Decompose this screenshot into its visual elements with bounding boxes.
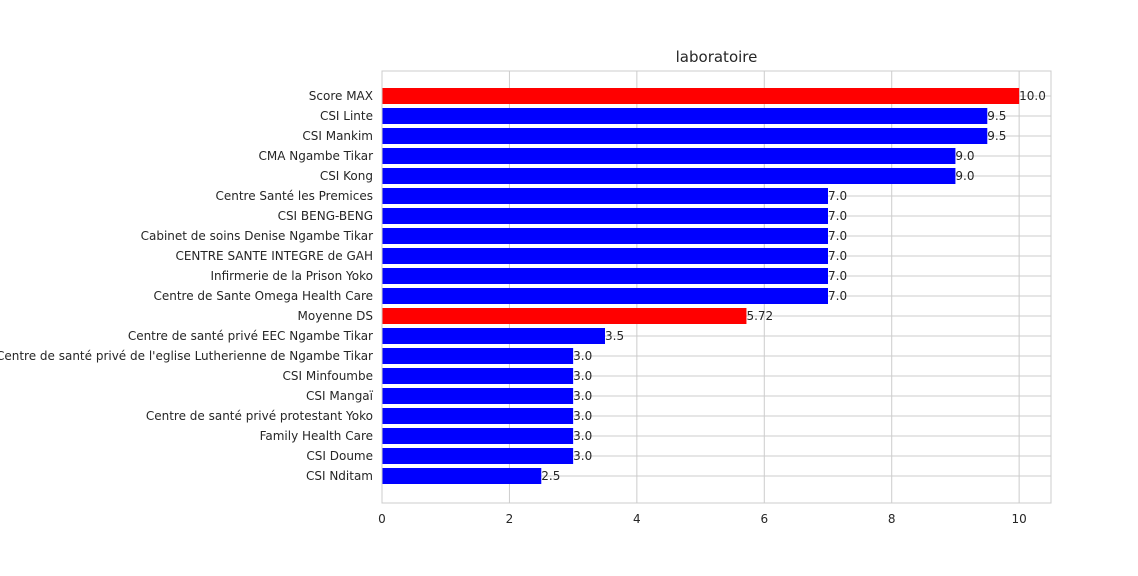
category-label: CSI Kong	[320, 169, 373, 183]
category-label: CENTRE SANTE INTEGRE de GAH	[175, 249, 373, 263]
bar	[382, 248, 828, 264]
bar	[382, 428, 574, 444]
category-label: CSI Mangaï	[306, 389, 374, 403]
bar	[382, 348, 574, 364]
category-label: Centre de santé privé EEC Ngambe Tikar	[128, 329, 373, 343]
value-label: 7.0	[828, 249, 847, 263]
bar	[382, 228, 828, 244]
bar	[382, 168, 956, 184]
value-label: 7.0	[828, 269, 847, 283]
value-label: 3.0	[573, 409, 592, 423]
category-label: Moyenne DS	[298, 309, 373, 323]
value-label: 3.0	[573, 389, 592, 403]
x-tick-label: 8	[888, 512, 896, 526]
bar	[382, 148, 956, 164]
bar	[382, 328, 605, 344]
bar	[382, 448, 574, 464]
category-label: Infirmerie de la Prison Yoko	[210, 269, 373, 283]
value-label: 9.0	[955, 149, 974, 163]
category-label: CSI Mankim	[302, 129, 373, 143]
category-label: Centre de santé privé protestant Yoko	[146, 409, 373, 423]
value-label: 10.0	[1019, 89, 1046, 103]
value-label: 3.5	[605, 329, 624, 343]
category-label: Family Health Care	[260, 429, 373, 443]
bar	[382, 388, 574, 404]
bars-group	[382, 88, 1020, 484]
category-label: Score MAX	[309, 89, 373, 103]
x-tick-labels: 0 2 4 6 8 10	[378, 512, 1027, 526]
category-label: Centre de santé privé de l'eglise Luther…	[0, 349, 373, 363]
bar	[382, 88, 1020, 104]
value-label: 7.0	[828, 289, 847, 303]
value-label: 9.0	[955, 169, 974, 183]
value-label: 5.72	[746, 309, 773, 323]
bar	[382, 128, 988, 144]
value-label: 7.0	[828, 229, 847, 243]
value-label: 3.0	[573, 429, 592, 443]
value-label: 9.5	[987, 129, 1006, 143]
category-label: CSI Linte	[320, 109, 373, 123]
category-label: Cabinet de soins Denise Ngambe Tikar	[141, 229, 373, 243]
bar	[382, 188, 828, 204]
bar	[382, 308, 747, 324]
x-tick-label: 4	[633, 512, 641, 526]
value-labels: 10.0 9.5 9.5 9.0 9.0 7.0 7.0 7.0 7.0 7.0 7.0 5.72 3.…	[541, 89, 1046, 483]
category-label: CSI BENG-BENG	[278, 209, 373, 223]
value-label: 2.5	[541, 469, 560, 483]
x-tick-label: 0	[378, 512, 386, 526]
bar	[382, 468, 542, 484]
value-label: 7.0	[828, 189, 847, 203]
category-labels: Score MAX CSI Linte CSI Mankim CMA Ngambe T…	[0, 89, 374, 483]
category-label: CMA Ngambe Tikar	[258, 149, 373, 163]
bar	[382, 108, 988, 124]
x-tick-label: 6	[760, 512, 768, 526]
x-tick-label: 10	[1012, 512, 1027, 526]
category-label: CSI Doume	[306, 449, 373, 463]
value-label: 3.0	[573, 369, 592, 383]
category-label: CSI Nditam	[306, 469, 373, 483]
bar	[382, 288, 828, 304]
bar	[382, 208, 828, 224]
bar	[382, 408, 574, 424]
value-label: 3.0	[573, 349, 592, 363]
plot-frame	[381, 70, 1052, 504]
category-label: CSI Minfoumbe	[282, 369, 373, 383]
x-tick-label: 2	[506, 512, 514, 526]
bar	[382, 268, 828, 284]
category-label: Centre de Sante Omega Health Care	[153, 289, 373, 303]
bar	[382, 368, 574, 384]
chart-title: laboratoire	[676, 48, 758, 66]
value-label: 3.0	[573, 449, 592, 463]
category-label: Centre Santé les Premices	[215, 189, 373, 203]
value-label: 9.5	[987, 109, 1006, 123]
value-label: 7.0	[828, 209, 847, 223]
